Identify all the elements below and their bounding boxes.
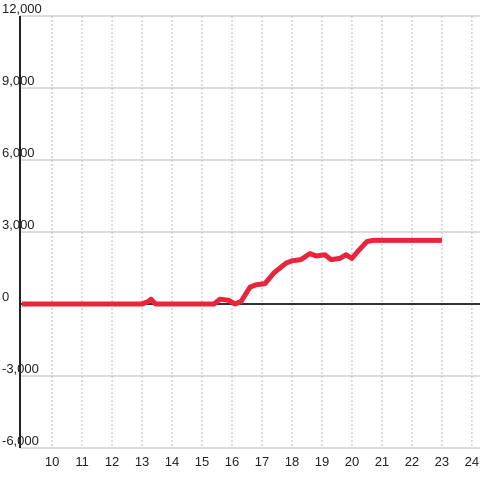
x-tick-label: 21 bbox=[375, 454, 389, 469]
y-tick-label: 3,000 bbox=[2, 217, 35, 232]
x-tick-label: 20 bbox=[345, 454, 359, 469]
x-tick-label: 15 bbox=[195, 454, 209, 469]
y-tick-label: 0 bbox=[2, 289, 9, 304]
x-tick-label: 24 bbox=[465, 454, 479, 469]
x-tick-label: 12 bbox=[105, 454, 119, 469]
x-tick-label: 14 bbox=[165, 454, 179, 469]
x-tick-label: 17 bbox=[255, 454, 269, 469]
x-tick-label: 22 bbox=[405, 454, 419, 469]
y-tick-label: 9,000 bbox=[2, 73, 35, 88]
x-tick-label: 16 bbox=[225, 454, 239, 469]
line bbox=[22, 237, 442, 307]
y-tick-label: 12,000 bbox=[2, 1, 42, 16]
x-tick-label: 19 bbox=[315, 454, 329, 469]
x-tick-label: 10 bbox=[45, 454, 59, 469]
y-tick-label: 6,000 bbox=[2, 145, 35, 160]
x-tick-label: 23 bbox=[435, 454, 449, 469]
x-tick-label: 13 bbox=[135, 454, 149, 469]
x-tick-label: 11 bbox=[75, 454, 89, 469]
x-tick-label: 18 bbox=[285, 454, 299, 469]
